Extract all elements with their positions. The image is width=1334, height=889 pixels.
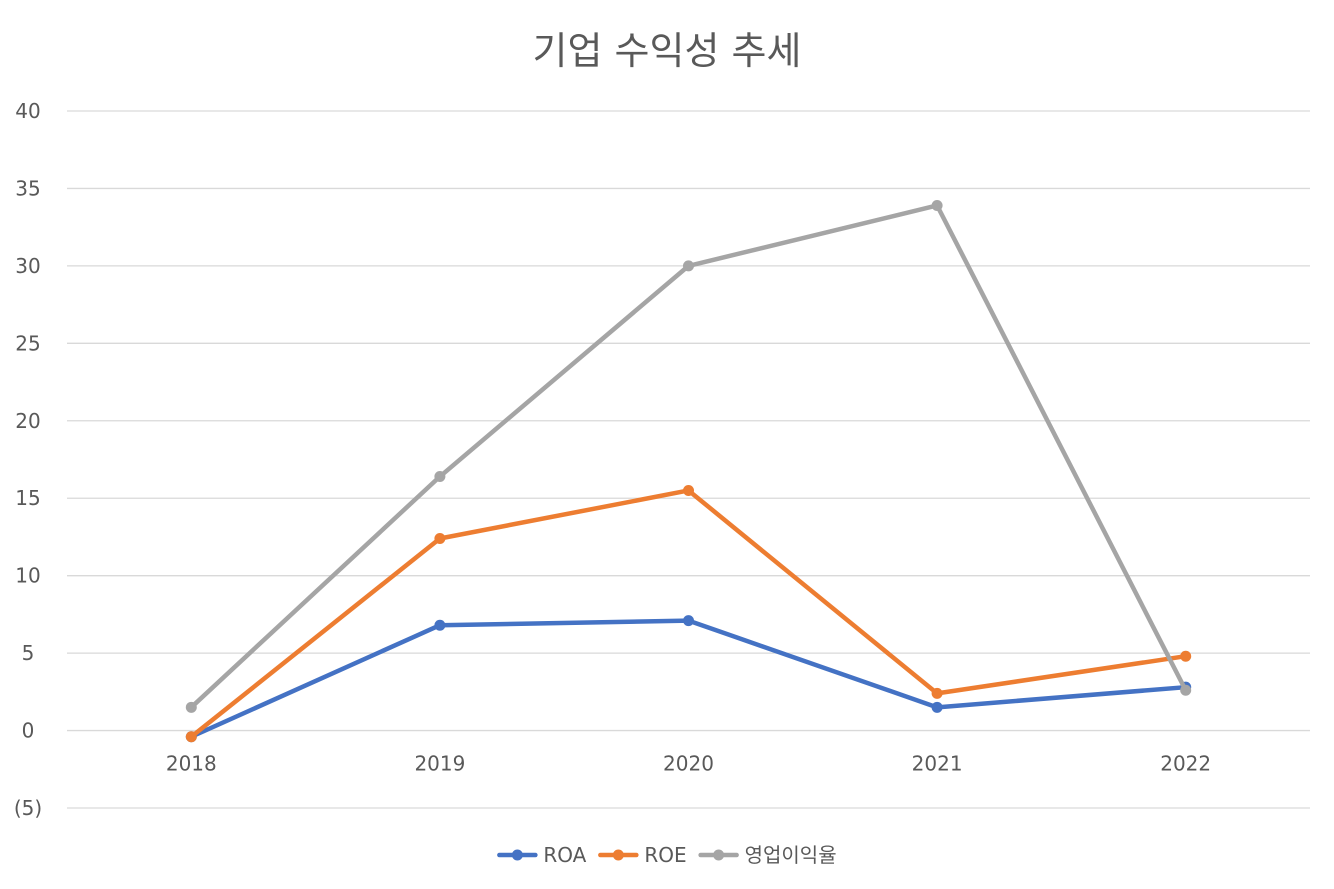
y-tick-label: 0: [22, 719, 35, 743]
x-tick-label: 2021: [912, 752, 963, 776]
y-tick-label: 15: [15, 486, 40, 510]
data-point: [434, 619, 446, 631]
series-1: [185, 484, 1192, 743]
legend-item: 영업이익율: [698, 843, 837, 867]
data-point: [931, 687, 943, 699]
y-tick-label: 30: [15, 254, 40, 278]
y-axis-tick-labels: 40 35 30 25 20 15 10 5 0 (5): [14, 99, 42, 820]
data-point: [1180, 650, 1192, 662]
series-line: [189, 203, 1188, 710]
legend-item: ROE: [598, 843, 687, 867]
x-tick-label: 2022: [1160, 752, 1211, 776]
data-point: [185, 731, 197, 743]
y-tick-label: 25: [15, 331, 40, 355]
y-tick-label: 40: [15, 99, 40, 123]
y-tick-label: (5): [14, 796, 42, 820]
x-tick-label: 2020: [663, 752, 714, 776]
data-point: [434, 471, 446, 483]
x-tick-label: 2019: [414, 752, 465, 776]
legend-swatch-marker: [612, 849, 624, 861]
legend-swatch-marker: [713, 849, 725, 861]
legend: ROA ROE 영업이익율: [497, 843, 837, 867]
x-tick-label: 2018: [166, 752, 217, 776]
y-tick-label: 20: [15, 409, 40, 433]
y-tick-label: 35: [15, 176, 40, 200]
legend-item: ROA: [497, 843, 587, 867]
legend-label: 영업이익율: [745, 843, 837, 867]
series-lines: [185, 199, 1192, 743]
y-tick-label: 5: [22, 641, 35, 665]
gridlines: [67, 110, 1310, 809]
y-tick-label: 10: [15, 564, 40, 588]
x-axis-tick-labels: 2018 2019 2020 2021 2022: [166, 752, 1211, 776]
data-point: [1180, 684, 1192, 696]
data-point: [931, 199, 943, 211]
data-point: [683, 484, 694, 496]
legend-label: ROA: [543, 843, 586, 867]
legend-label: ROE: [644, 843, 686, 867]
data-point: [683, 260, 694, 272]
chart-title: 기업 수익성 추세: [533, 29, 802, 73]
data-point: [434, 532, 446, 544]
data-point: [683, 615, 694, 627]
legend-swatch-marker: [511, 849, 523, 861]
series-2: [185, 199, 1192, 713]
data-point: [931, 701, 943, 713]
data-point: [185, 701, 197, 713]
